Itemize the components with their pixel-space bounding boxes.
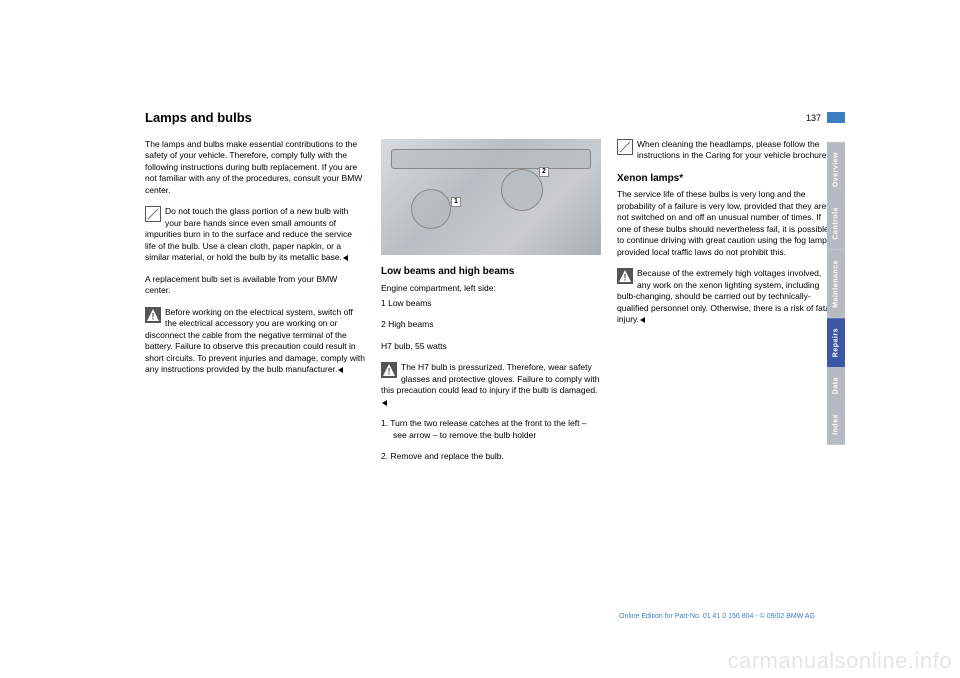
callout-1: 1 bbox=[451, 197, 461, 207]
column-2: 1 2 Low beams and high beams Engine comp… bbox=[381, 139, 601, 473]
svg-text:!: ! bbox=[624, 273, 627, 283]
tab-overview[interactable]: Overview bbox=[827, 142, 845, 197]
subheading-xenon: Xenon lamps* bbox=[617, 172, 837, 186]
info-icon bbox=[617, 139, 633, 155]
notice-high-voltage: ! Because of the extremely high voltages… bbox=[617, 268, 837, 325]
step-2: 2. Remove and replace the bulb. bbox=[381, 451, 601, 462]
tab-maintenance[interactable]: Maintenance bbox=[827, 250, 845, 318]
manual-page: Lamps and bulbs 137 The lamps and bulbs … bbox=[145, 110, 845, 630]
engine-compartment-figure: 1 2 bbox=[381, 139, 601, 255]
engine-side-text: Engine compartment, left side: bbox=[381, 283, 601, 294]
svg-text:!: ! bbox=[152, 311, 155, 321]
tab-repairs[interactable]: Repairs bbox=[827, 318, 845, 367]
notice-electrical: ! Before working on the electrical syste… bbox=[145, 307, 365, 376]
replacement-set-text: A replacement bulb set is available from… bbox=[145, 274, 365, 297]
section-tabs: Overview Controls Maintenance Repairs Da… bbox=[827, 142, 845, 445]
end-marker-icon bbox=[338, 367, 343, 373]
page-title: Lamps and bulbs bbox=[145, 110, 252, 125]
notice-text: Because of the extremely high voltages i… bbox=[617, 268, 832, 324]
tab-data[interactable]: Data bbox=[827, 367, 845, 404]
watermark-text: carmanualsonline.info bbox=[727, 648, 952, 674]
notice-text: The H7 bulb is pressurized. Therefore, w… bbox=[381, 362, 599, 395]
list-low-beams: 1 Low beams bbox=[381, 298, 601, 309]
warning-icon: ! bbox=[617, 268, 633, 284]
end-marker-icon bbox=[343, 255, 348, 261]
end-marker-icon bbox=[382, 400, 387, 406]
footer-edition: Online Edition for Part-No. 01 41 0 156 … bbox=[619, 613, 815, 620]
page-number-wrap: 137 bbox=[806, 112, 845, 123]
subheading-low-high-beams: Low beams and high beams bbox=[381, 265, 601, 279]
notice-cleaning: When cleaning the headlamps, please foll… bbox=[617, 139, 837, 162]
end-marker-icon bbox=[640, 317, 645, 323]
content-columns: The lamps and bulbs make essential contr… bbox=[145, 139, 845, 473]
bulb-spec-text: H7 bulb, 55 watts bbox=[381, 341, 601, 352]
xenon-text: The service life of these bulbs is very … bbox=[617, 189, 837, 258]
notice-glass-bulb: Do not touch the glass portion of a new … bbox=[145, 206, 365, 263]
step-1: 1. Turn the two release catches at the f… bbox=[381, 418, 601, 441]
info-icon bbox=[145, 206, 161, 222]
warning-icon: ! bbox=[381, 362, 397, 378]
notice-text: Do not touch the glass portion of a new … bbox=[145, 206, 352, 262]
callout-2: 2 bbox=[539, 167, 549, 177]
notice-h7-pressurized: ! The H7 bulb is pressurized. Therefore,… bbox=[381, 362, 601, 408]
intro-text: The lamps and bulbs make essential contr… bbox=[145, 139, 365, 196]
page-marker-icon bbox=[827, 112, 845, 123]
tab-index[interactable]: Index bbox=[827, 404, 845, 445]
warning-icon: ! bbox=[145, 307, 161, 323]
page-header: Lamps and bulbs 137 bbox=[145, 110, 845, 125]
column-3: When cleaning the headlamps, please foll… bbox=[617, 139, 837, 473]
page-number: 137 bbox=[806, 113, 821, 123]
svg-text:!: ! bbox=[388, 367, 391, 377]
tab-controls[interactable]: Controls bbox=[827, 197, 845, 250]
list-high-beams: 2 High beams bbox=[381, 319, 601, 330]
column-1: The lamps and bulbs make essential contr… bbox=[145, 139, 365, 473]
notice-text: Before working on the electrical system,… bbox=[145, 307, 365, 374]
notice-text: When cleaning the headlamps, please foll… bbox=[637, 139, 829, 160]
